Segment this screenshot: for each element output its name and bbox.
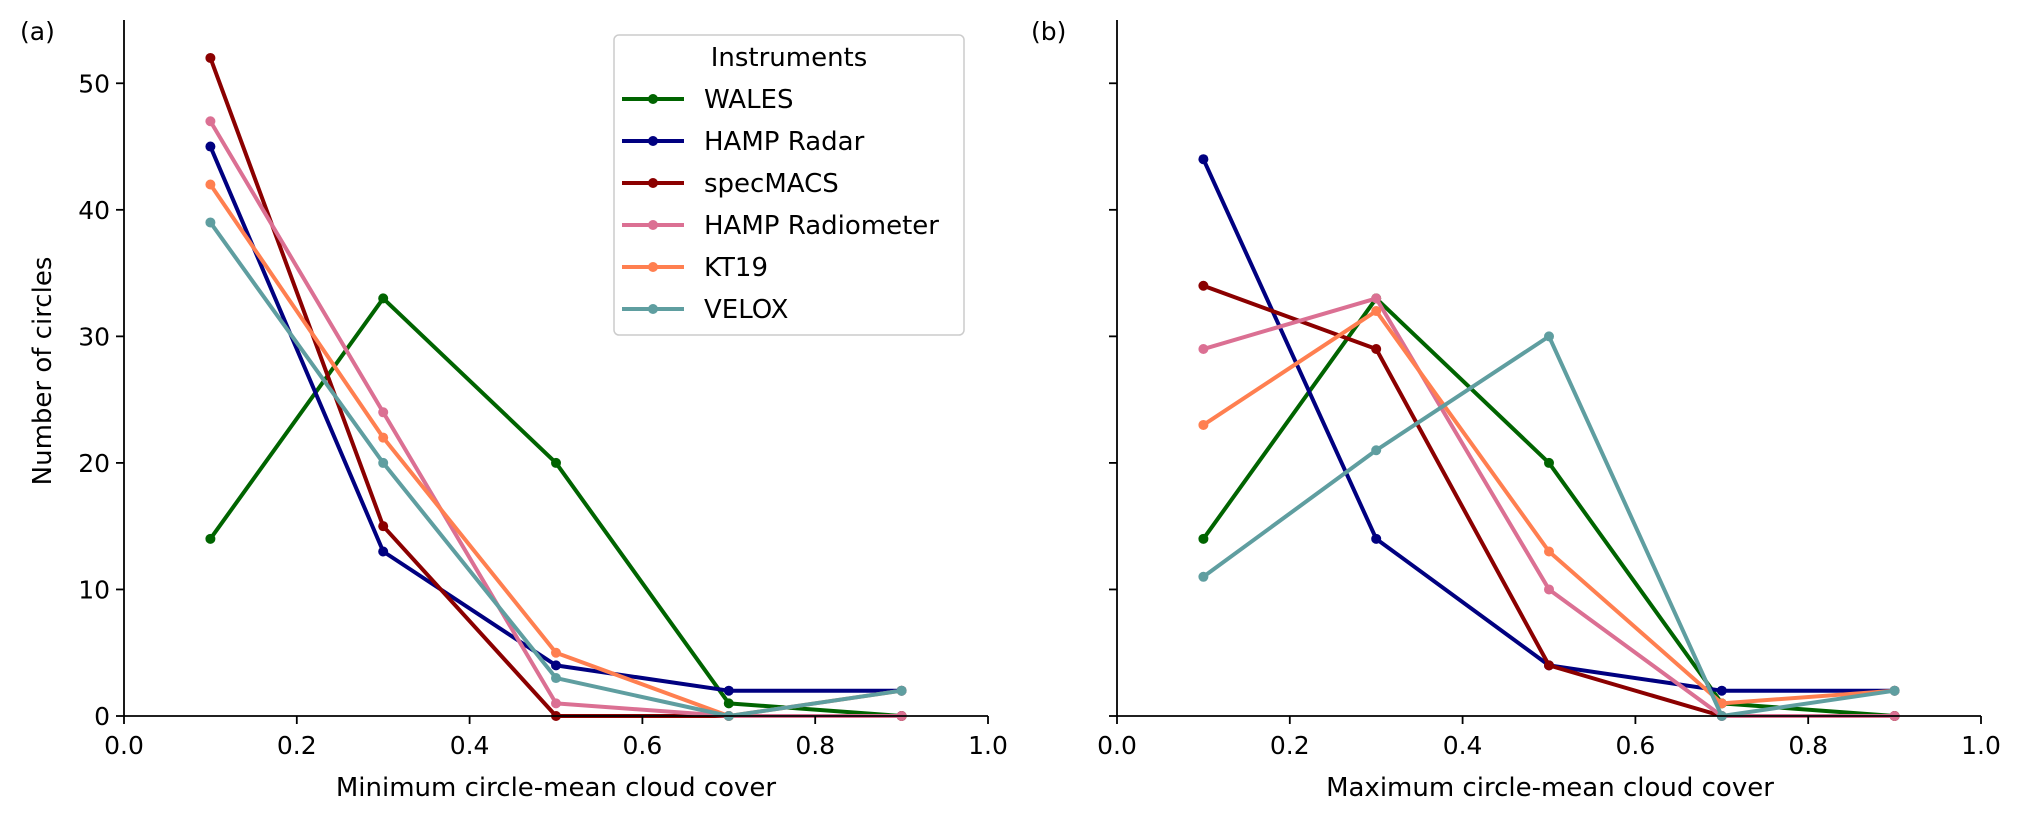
- panel-b-point-kt19-1: [1371, 306, 1382, 317]
- panel-b-point-kt19-0: [1198, 419, 1209, 430]
- panel-a-ytick-label-4: 40: [78, 196, 110, 225]
- panel-a-point-velox-4: [896, 685, 907, 696]
- panel-a: (a) 0.0 0.2 0.4 0.6 0.8 1.0 0 10 20 30 40 50 Minimu…: [20, 17, 1008, 803]
- panel-b-point-wales-0: [1198, 533, 1209, 544]
- legend-marker-hamp-radiometer: [648, 220, 658, 230]
- panel-a-ytick-label-0: 0: [94, 702, 110, 731]
- panel-b-xtick-label-0: 0.0: [1097, 731, 1137, 760]
- panel-b-xtick-label-4: 0.8: [1788, 731, 1828, 760]
- panel-a-ytick-label-3: 30: [78, 322, 110, 351]
- panel-a-xtick-label-4: 0.8: [795, 731, 835, 760]
- panel-b-point-velox-4: [1889, 685, 1900, 696]
- panel-a-point-velox-1: [378, 457, 389, 468]
- panel-a-ylabel: Number of circles: [28, 257, 58, 486]
- legend-marker-velox: [648, 304, 658, 314]
- panel-b-point-kt19-2: [1544, 546, 1554, 557]
- panel-b-series: [1198, 154, 1900, 721]
- panel-a-point-hamp-radar-3: [723, 685, 734, 696]
- panel-a-point-kt19-0: [205, 179, 216, 190]
- panel-b-point-hamp-radiometer-2: [1544, 584, 1554, 595]
- legend: Instruments WALES HAMP Radar specMACS HAMP …: [613, 34, 965, 336]
- panel-b-point-velox-2: [1544, 331, 1554, 342]
- legend-label-kt19: KT19: [704, 253, 768, 283]
- panel-b-point-specmacs-2: [1544, 660, 1554, 671]
- panel-b-point-hamp-radar-0: [1198, 154, 1209, 165]
- panel-b-xtick-label-5: 1.0: [1961, 731, 2001, 760]
- panel-a-point-hamp-radar-1: [378, 546, 389, 557]
- panel-a-xlabel: Minimum circle-mean cloud cover: [336, 773, 777, 803]
- panel-a-xtick-label-1: 0.2: [277, 731, 317, 760]
- panel-b-xtick-label-3: 0.6: [1616, 731, 1656, 760]
- panel-a-point-velox-0: [205, 217, 216, 228]
- panel-b-point-hamp-radiometer-0: [1198, 344, 1209, 355]
- legend-marker-specmacs: [648, 178, 658, 188]
- legend-label-hamp-radiometer: HAMP Radiometer: [704, 211, 939, 241]
- panel-a-point-wales-0: [205, 533, 216, 544]
- legend-label-wales: WALES: [704, 85, 794, 115]
- panel-b: (b) 0.0 0.2 0.4 0.6 0.8 1.0 Maximum circle-me…: [1031, 17, 2001, 803]
- legend-frame: [613, 34, 965, 336]
- panel-a-xtick-label-5: 1.0: [968, 731, 1008, 760]
- panel-a-ytick-label-1: 10: [78, 575, 110, 604]
- panel-a-ytick-label-2: 20: [78, 449, 110, 478]
- panel-a-point-hamp-radiometer-2: [551, 698, 561, 709]
- legend-label-hamp-radar: HAMP Radar: [704, 127, 865, 157]
- panel-b-xtick-label-1: 0.2: [1270, 731, 1310, 760]
- panel-b-point-hamp-radar-3: [1716, 685, 1727, 696]
- panel-a-point-velox-2: [551, 673, 561, 684]
- legend-title: Instruments: [711, 43, 868, 73]
- panel-b-point-velox-1: [1371, 445, 1382, 456]
- panel-b-point-velox-0: [1198, 571, 1209, 582]
- legend-label-specmacs: specMACS: [704, 169, 839, 199]
- panel-b-point-wales-2: [1544, 457, 1554, 468]
- legend-marker-wales: [648, 94, 658, 104]
- panel-a-label: (a): [20, 17, 55, 46]
- panel-a-point-hamp-radiometer-1: [378, 407, 389, 418]
- panel-b-point-hamp-radar-1: [1371, 533, 1382, 544]
- panel-b-axes: 0.0 0.2 0.4 0.6 0.8 1.0: [1097, 20, 2001, 760]
- panel-a-point-hamp-radar-0: [205, 141, 216, 152]
- panel-a-xtick-label-0: 0.0: [104, 731, 144, 760]
- panel-b-point-specmacs-1: [1371, 344, 1382, 355]
- panel-a-point-specmacs-1: [378, 521, 389, 532]
- panel-b-point-specmacs-0: [1198, 280, 1209, 291]
- panel-a-xtick-label-2: 0.4: [450, 731, 490, 760]
- legend-entries: WALES HAMP Radar specMACS HAMP Radiometer KT…: [622, 85, 939, 325]
- legend-marker-hamp-radar: [648, 136, 658, 146]
- panel-a-point-kt19-2: [551, 647, 561, 658]
- panel-a-point-specmacs-0: [205, 52, 216, 63]
- panel-b-xlabel: Maximum circle-mean cloud cover: [1326, 773, 1774, 803]
- panel-a-axes: 0.0 0.2 0.4 0.6 0.8 1.0 0 10 20 30 40 50: [78, 20, 1008, 760]
- panel-b-label: (b): [1031, 17, 1066, 46]
- panel-a-ytick-label-5: 50: [78, 69, 110, 98]
- panel-a-point-wales-3: [723, 698, 734, 709]
- panel-b-point-hamp-radiometer-1: [1371, 293, 1382, 304]
- legend-marker-kt19: [648, 262, 658, 272]
- legend-label-velox: VELOX: [704, 295, 788, 325]
- panel-a-point-hamp-radiometer-0: [205, 116, 216, 127]
- panel-a-point-wales-1: [378, 293, 389, 304]
- panel-a-xtick-label-3: 0.6: [623, 731, 663, 760]
- panel-a-point-hamp-radar-2: [551, 660, 561, 671]
- panel-b-xtick-label-2: 0.4: [1443, 731, 1483, 760]
- panel-a-point-kt19-1: [378, 432, 389, 443]
- panel-a-point-wales-2: [551, 457, 561, 468]
